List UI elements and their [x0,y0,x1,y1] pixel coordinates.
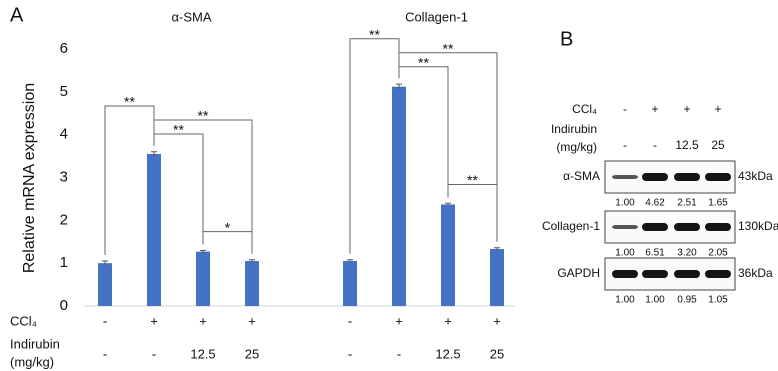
condition-value: - [348,313,352,328]
condition-value: + [248,313,256,328]
condition-value: - [152,346,156,361]
condition-value: + [395,313,403,328]
significance-bracket [154,134,203,244]
y-tick-label: 1 [60,254,68,271]
blot-condition-value: + [683,102,690,116]
condition-value: - [397,346,401,361]
blot-quantity: 1.00 [615,198,635,209]
bar [147,154,161,306]
blot-quantity: 6.51 [645,248,665,259]
bar [441,204,455,306]
blot-row-label: Collagen-1 [542,219,600,233]
condition-label: CCl₄ [10,313,37,328]
blot-band [674,223,700,231]
condition-value: - [348,346,352,361]
figure: A Relative mRNA expression B 0 1 2 3 4 5 6 α-SM… [0,0,778,371]
blot-quantity: 2.51 [677,198,697,209]
bar [490,249,504,306]
blot-condition-value: + [651,102,658,116]
blot-quantity: 1.00 [615,248,635,259]
condition-value: 12.5 [190,346,215,361]
blot-condition-value: - [623,102,627,116]
panel-label: A [10,4,24,26]
condition-value: + [199,313,207,328]
y-tick-label: 3 [60,168,68,185]
blot-band [612,270,638,278]
significance-bracket [448,184,497,241]
blot-size-label: 130kDa [738,219,778,233]
bar [343,261,357,306]
blot-condition-label: Indirubin [551,122,597,136]
y-tick-label: 5 [60,83,68,100]
blot-band [705,173,731,181]
blot-band [705,270,731,278]
condition-value: 12.5 [435,346,460,361]
significance-label: ** [443,40,454,56]
group-title: α-SMA [171,9,211,24]
condition-label: Indirubin [10,336,60,351]
condition-value: + [150,313,158,328]
blot-quantity: 0.95 [677,295,697,306]
panel-label: B [560,28,573,50]
condition-value: + [493,313,501,328]
blot-condition-value: - [623,138,627,152]
significance-label: ** [369,26,380,42]
blot-row-label: α-SMA [563,169,600,183]
blot-condition-value: + [714,102,721,116]
blot-condition-value: - [653,138,657,152]
blot-quantity: 3.20 [677,248,697,259]
blot-condition-label: (mg/kg) [556,140,597,154]
significance-bracket [350,39,399,254]
bar [196,252,210,306]
significance-bracket [399,67,448,198]
blot-condition-label: CCl₄ [572,102,597,116]
significance-label: ** [198,108,209,124]
y-tick-label: 4 [60,126,68,143]
blot-quantity: 2.05 [708,248,728,259]
blot-quantity: 1.00 [615,295,635,306]
blot-quantity: 1.00 [645,295,665,306]
bar [98,263,112,306]
y-tick-label: 2 [60,211,68,228]
condition-value: 25 [490,346,504,361]
blot-size-label: 43kDa [738,169,773,183]
condition-value: - [103,313,107,328]
blot-quantity: 1.05 [708,295,728,306]
blot-band [612,175,638,179]
blot-band [642,223,668,231]
blot-band [674,270,700,278]
y-tick-label: 6 [60,40,68,57]
condition-value: + [444,313,452,328]
blot-band [642,270,668,278]
bar [392,87,406,306]
condition-value: - [103,346,107,361]
significance-label: ** [467,172,478,188]
y-tick-label: 0 [60,297,68,314]
y-axis-label: Relative mRNA expression [21,83,38,273]
blot-size-label: 36kDa [738,266,773,280]
significance-label: ** [124,94,135,110]
blot-quantity: 4.62 [645,198,665,209]
blot-quantity: 1.65 [708,198,728,209]
significance-label: * [225,219,231,235]
blot-row-label: GAPDH [557,266,600,280]
significance-label: ** [418,54,429,70]
blot-band [612,225,638,229]
blot-condition-value: 12.5 [675,138,699,152]
group-title: Collagen-1 [405,9,468,24]
blot-band [705,223,731,231]
blot-condition-value: 25 [711,138,725,152]
significance-bracket [105,106,154,255]
condition-label: (mg/kg) [10,354,54,369]
blot-band [674,173,700,181]
significance-label: ** [173,122,184,138]
bar [245,261,259,306]
condition-value: 25 [245,346,259,361]
blot-band [642,173,668,181]
